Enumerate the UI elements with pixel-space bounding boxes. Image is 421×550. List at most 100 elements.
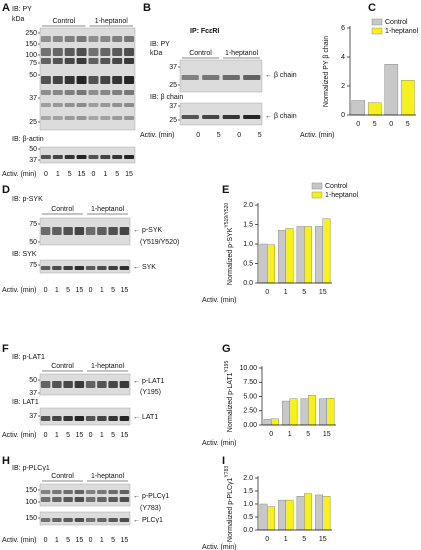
bar <box>285 499 294 531</box>
band <box>88 58 99 64</box>
ib-label: IB: PY <box>12 6 32 13</box>
group-label: Control <box>51 206 74 213</box>
time-label: 0 <box>237 132 241 139</box>
band <box>119 518 130 522</box>
band <box>40 490 51 494</box>
band <box>52 518 62 522</box>
time-label: 5 <box>66 537 70 544</box>
y-tick-label: 2.0 <box>243 202 253 209</box>
band <box>112 103 123 107</box>
y-tick-label: 4 <box>341 54 345 61</box>
band <box>100 36 111 42</box>
x-tick-label: 0 <box>265 289 269 296</box>
kda-label: 37 <box>29 95 37 102</box>
band <box>52 90 63 95</box>
x-tick-label: 5 <box>406 121 410 128</box>
panel-letter: H <box>2 455 10 467</box>
kda-label: 25 <box>169 82 177 89</box>
bar <box>319 398 327 426</box>
kda-label: 37 <box>29 413 37 420</box>
time-label: 15 <box>78 171 86 178</box>
y-tick-label: 2 <box>341 83 345 90</box>
x-axis-label: Activ. (min) <box>202 297 236 304</box>
band <box>40 497 51 502</box>
band <box>119 266 130 270</box>
band <box>63 497 73 502</box>
time-label: 15 <box>120 287 128 294</box>
time-label: 0 <box>89 432 93 439</box>
band <box>52 497 62 502</box>
group-label: Control <box>51 473 74 480</box>
band <box>124 76 135 84</box>
y-tick-label: 0.5 <box>243 260 253 267</box>
time-label: 1 <box>100 432 104 439</box>
band <box>63 381 73 388</box>
band-label: ← β chain <box>265 72 297 79</box>
band <box>76 155 87 159</box>
y-label-main: Normalized p-SYK <box>227 227 234 285</box>
x-tick-label: 0 <box>356 121 360 128</box>
blot <box>39 259 131 274</box>
band <box>85 266 96 270</box>
y-tick-label: 1.0 <box>243 241 253 248</box>
ib-label: IB: β-actin <box>12 136 44 143</box>
band <box>64 103 75 107</box>
y-tick-label: 2.50 <box>243 408 257 415</box>
band <box>108 490 118 494</box>
band <box>97 416 107 421</box>
band <box>88 155 99 159</box>
band <box>88 103 99 107</box>
y-tick-label: 0.0 <box>243 527 253 534</box>
ip-label: IP: FcεRI <box>190 28 219 35</box>
band <box>74 497 85 502</box>
band-label: ← β chain <box>265 113 297 120</box>
bar <box>315 494 323 531</box>
ib-label: IB: PY <box>150 41 170 48</box>
band <box>52 266 62 270</box>
kda-label: 37 <box>169 103 177 110</box>
kda-label: 75 <box>29 262 37 269</box>
bar <box>267 506 275 531</box>
time-label: 5 <box>66 287 70 294</box>
band <box>63 518 73 522</box>
time-label: 1 <box>55 287 59 294</box>
x-label: Activ. (min) <box>2 171 36 178</box>
band <box>64 155 75 159</box>
ib-label: IB: p-SYK <box>12 196 43 203</box>
y-label-sup: Y195 <box>224 361 230 373</box>
group-label: 1-heptanol <box>225 50 259 57</box>
time-label: 1 <box>55 537 59 544</box>
band <box>64 36 75 42</box>
y-tick-label: 1.5 <box>243 221 253 228</box>
band <box>243 115 261 119</box>
x-label: Activ. (min) <box>2 287 36 294</box>
band <box>97 266 107 270</box>
x-tick-label: 5 <box>373 121 377 128</box>
band <box>100 116 111 120</box>
ib-label: IB: SYK <box>12 251 37 258</box>
blot <box>39 511 131 526</box>
y-tick-label: 0 <box>341 112 345 119</box>
panel-letter: C <box>368 2 376 14</box>
band <box>119 381 130 388</box>
band <box>74 518 85 522</box>
band <box>119 416 130 421</box>
band-label: ← p-PLCγ1 <box>133 493 169 500</box>
band <box>124 103 135 107</box>
group-label: 1-heptanol <box>91 473 125 480</box>
kda-unit: kDa <box>12 16 25 23</box>
bar <box>285 228 294 284</box>
kda-label: 50 <box>29 377 37 384</box>
band <box>40 90 51 95</box>
band <box>40 416 51 421</box>
panel-letter: F <box>2 343 9 355</box>
band <box>124 116 135 120</box>
band <box>52 490 62 494</box>
band <box>108 227 118 235</box>
band <box>40 58 51 64</box>
kda-label: 50 <box>29 146 37 153</box>
bar <box>304 226 312 284</box>
y-label-main: Normalized PY β chain <box>323 36 330 107</box>
band <box>76 48 87 56</box>
band-label: (Y195) <box>140 389 161 396</box>
